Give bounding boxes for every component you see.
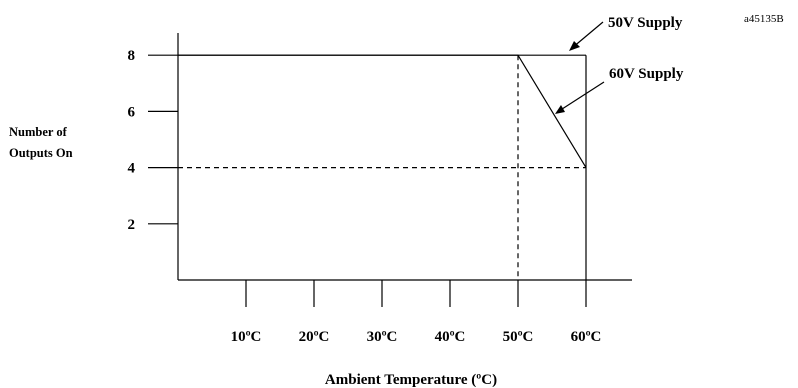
y-tick-label: 8 xyxy=(128,48,136,64)
y-axis-label-line-1: Number of xyxy=(9,125,68,139)
series-label-50v-supply: 50V Supply xyxy=(608,15,683,31)
x-tick-group: 10ºC 20ºC 30ºC 40ºC 50ºC 60ºC xyxy=(231,280,602,345)
x-tick-label: 30ºC xyxy=(367,329,398,345)
x-tick-label: 10ºC xyxy=(231,329,262,345)
y-axis-label-line-2: Outputs On xyxy=(9,146,73,160)
y-tick-group: 2 4 6 8 xyxy=(128,48,178,233)
series-line-60v-supply xyxy=(178,54,587,168)
callout-arrow-50v xyxy=(569,21,604,51)
y-tick-label: 2 xyxy=(128,217,136,233)
series-label-60v-supply: 60V Supply xyxy=(609,66,684,82)
y-tick-label: 6 xyxy=(128,104,136,120)
x-tick-label: 50ºC xyxy=(503,329,534,345)
x-tick-label: 20ºC xyxy=(299,329,330,345)
figure-reference-code: a45135B xyxy=(744,13,784,25)
x-tick-label: 40ºC xyxy=(435,329,466,345)
callout-arrow-60v xyxy=(555,81,605,114)
y-tick-label: 4 xyxy=(128,161,136,177)
x-tick-label: 60ºC xyxy=(571,329,602,345)
x-axis-label: Ambient Temperature (ºC) xyxy=(325,372,497,388)
